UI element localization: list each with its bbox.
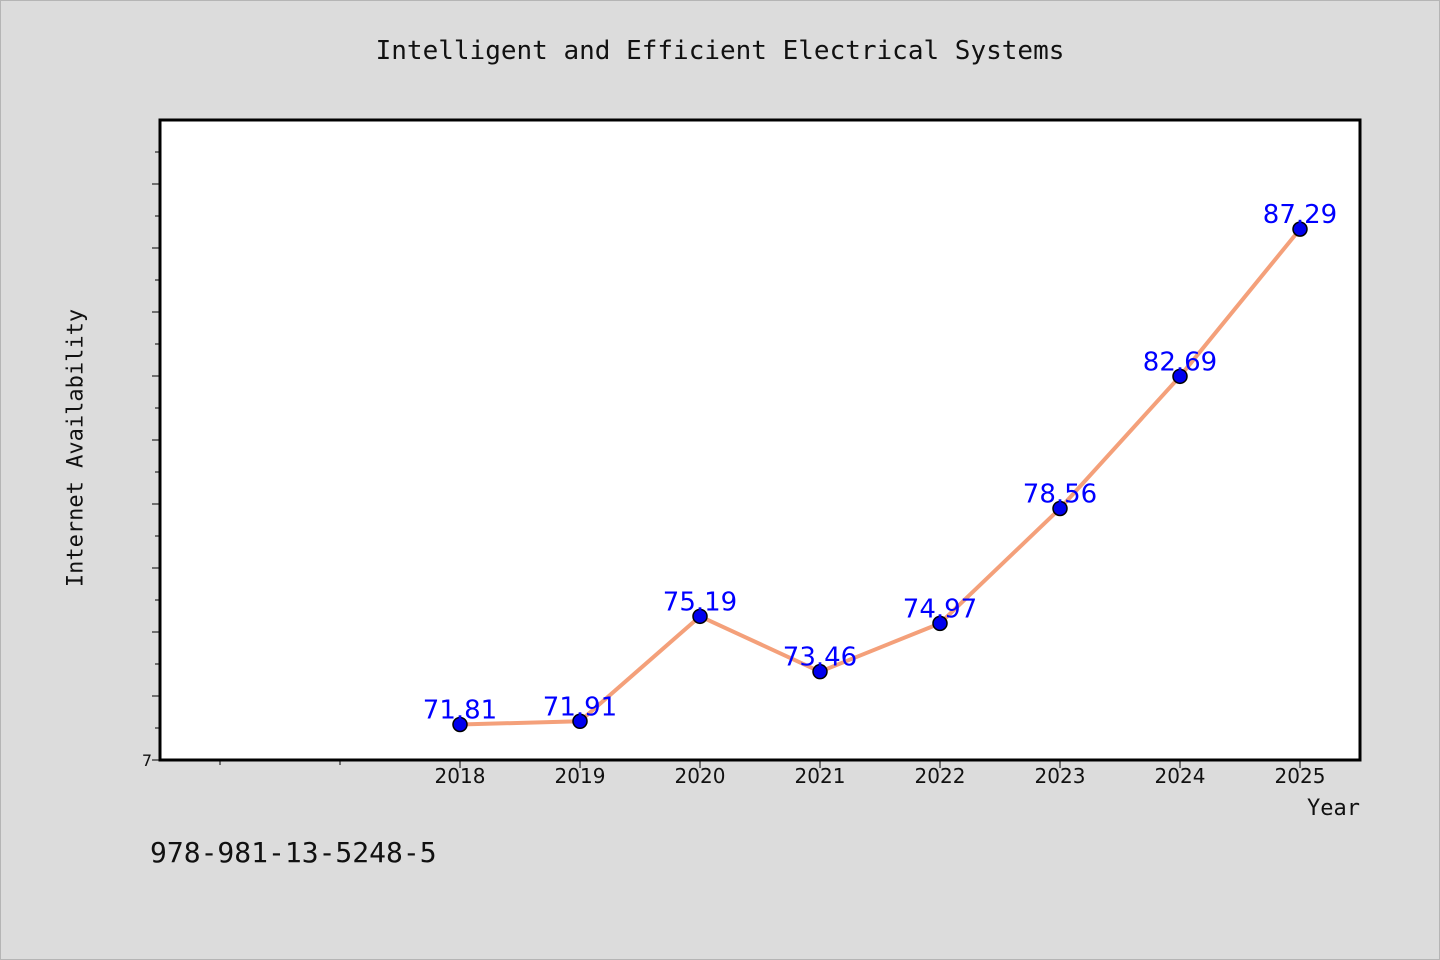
y-tick-label: 7 xyxy=(142,751,152,770)
series-line-segment xyxy=(1058,374,1182,511)
data-label: 71.91 xyxy=(543,692,617,722)
x-tick-label: 2025 xyxy=(1275,764,1326,788)
series-line-segment xyxy=(1178,227,1302,379)
series-line-segment xyxy=(938,506,1062,626)
data-point xyxy=(812,663,828,680)
data-label: 75.19 xyxy=(663,587,737,617)
x-tick-label: 2022 xyxy=(915,764,966,788)
data-point xyxy=(1172,368,1188,385)
data-point xyxy=(1292,221,1308,237)
data-label: 87.29 xyxy=(1263,200,1337,230)
data-point xyxy=(692,608,708,625)
x-tick-labels: 2018 2019 2020 2021 2022 2023 2024 2025 xyxy=(435,764,1326,788)
y-tick-labels: 7 xyxy=(142,751,152,770)
chart-title: Intelligent and Efficient Electrical Sys… xyxy=(375,36,1065,66)
series-lines xyxy=(458,227,1302,727)
data-point xyxy=(1052,500,1068,517)
series-line-segment xyxy=(458,719,582,727)
x-axis-label: Year xyxy=(1307,796,1360,821)
footer-isbn: 978-981-13-5248-5 xyxy=(150,836,437,869)
series-line-segment xyxy=(818,621,942,674)
x-tick-label: 2024 xyxy=(1155,764,1206,788)
data-label: 82.69 xyxy=(1143,347,1217,377)
data-labels: 71.81 71.91 75.19 73.46 74.97 78.56 82.69 87.29 xyxy=(423,200,1337,725)
series-markers xyxy=(452,221,1308,733)
data-label: 71.81 xyxy=(423,695,497,725)
data-point xyxy=(452,716,468,733)
data-label: 73.46 xyxy=(783,643,857,673)
x-tick-label: 2023 xyxy=(1035,764,1086,788)
x-tick-label: 2019 xyxy=(555,764,606,788)
series-line-segment xyxy=(698,614,822,674)
x-tick-label: 2021 xyxy=(795,764,846,788)
y-axis-label: Internet Availability xyxy=(63,308,89,588)
data-label: 74.97 xyxy=(903,594,977,624)
x-tick-label: 2020 xyxy=(675,764,726,788)
data-label: 78.56 xyxy=(1023,479,1097,509)
plot-area xyxy=(158,118,1362,762)
data-point xyxy=(572,713,588,730)
axis-ticks xyxy=(152,151,1301,768)
x-tick-label: 2018 xyxy=(435,764,486,788)
data-point xyxy=(932,615,948,632)
series-line-segment xyxy=(578,614,702,724)
